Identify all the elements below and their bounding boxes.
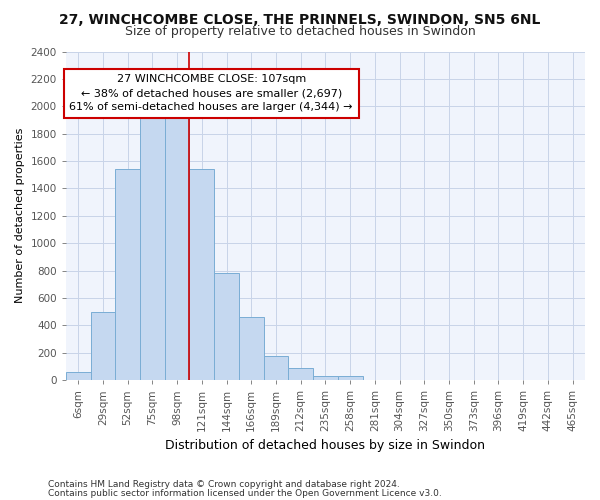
Bar: [66, 372, 91, 380]
Text: 27 WINCHCOMBE CLOSE: 107sqm
← 38% of detached houses are smaller (2,697)
61% of : 27 WINCHCOMBE CLOSE: 107sqm ← 38% of det…: [70, 74, 353, 112]
Bar: [140, 116, 165, 380]
Bar: [190, 169, 214, 380]
Text: 27, WINCHCOMBE CLOSE, THE PRINNELS, SWINDON, SN5 6NL: 27, WINCHCOMBE CLOSE, THE PRINNELS, SWIN…: [59, 12, 541, 26]
Text: Contains public sector information licensed under the Open Government Licence v3: Contains public sector information licen…: [48, 488, 442, 498]
Bar: [115, 169, 140, 380]
Bar: [91, 312, 115, 380]
Text: Size of property relative to detached houses in Swindon: Size of property relative to detached ho…: [125, 25, 475, 38]
Bar: [239, 317, 263, 380]
Text: Contains HM Land Registry data © Crown copyright and database right 2024.: Contains HM Land Registry data © Crown c…: [48, 480, 400, 489]
X-axis label: Distribution of detached houses by size in Swindon: Distribution of detached houses by size …: [166, 440, 485, 452]
Bar: [214, 273, 239, 380]
Bar: [338, 376, 362, 380]
Bar: [263, 356, 289, 380]
Y-axis label: Number of detached properties: Number of detached properties: [15, 128, 25, 304]
Bar: [313, 376, 338, 380]
Bar: [289, 368, 313, 380]
Bar: [165, 116, 190, 380]
